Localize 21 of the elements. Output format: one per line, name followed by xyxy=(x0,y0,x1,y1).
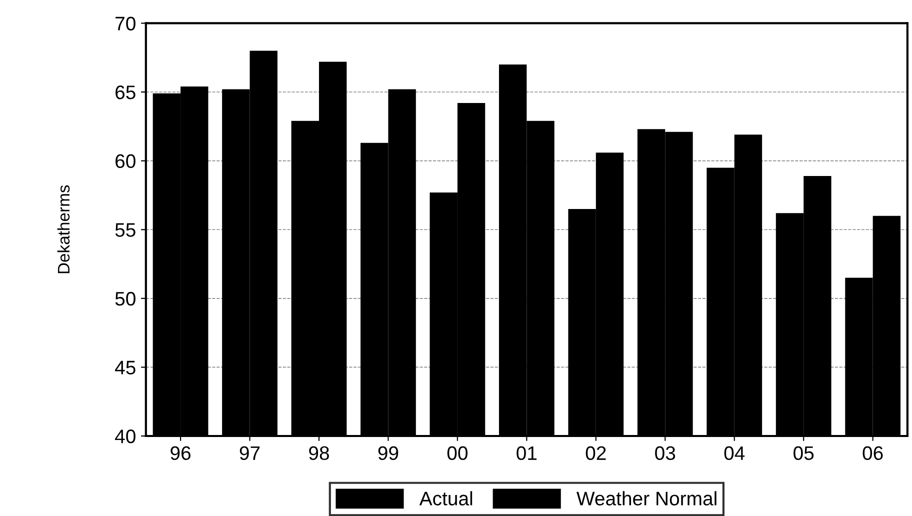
y-tick-label: 45 xyxy=(115,360,136,374)
x-tick-label: 00 xyxy=(447,446,468,460)
y-tick-label: 60 xyxy=(116,154,136,168)
x-tick-label: 03 xyxy=(655,446,676,460)
x-tick-label: 99 xyxy=(378,446,398,460)
x-tick-label: 96 xyxy=(170,446,190,460)
y-tick-label: 50 xyxy=(115,292,136,306)
x-tick-label: 05 xyxy=(794,446,814,460)
legend-label: Actual xyxy=(419,491,472,506)
x-tick-label: 01 xyxy=(516,446,537,460)
y-tick-label: 40 xyxy=(115,429,136,444)
x-tick-label: 02 xyxy=(586,446,606,460)
x-tick-label: 97 xyxy=(240,446,260,460)
x-tick-label: 98 xyxy=(309,446,329,460)
x-tick-label: 06 xyxy=(862,446,883,460)
y-tick-label: 70 xyxy=(116,16,136,30)
legend-label: Weather Normal xyxy=(576,491,716,506)
y-tick-label: 65 xyxy=(116,85,136,100)
y-axis-title: Dekatherms xyxy=(57,185,70,274)
y-tick-label: 55 xyxy=(115,223,136,237)
x-tick-label: 04 xyxy=(724,446,745,460)
